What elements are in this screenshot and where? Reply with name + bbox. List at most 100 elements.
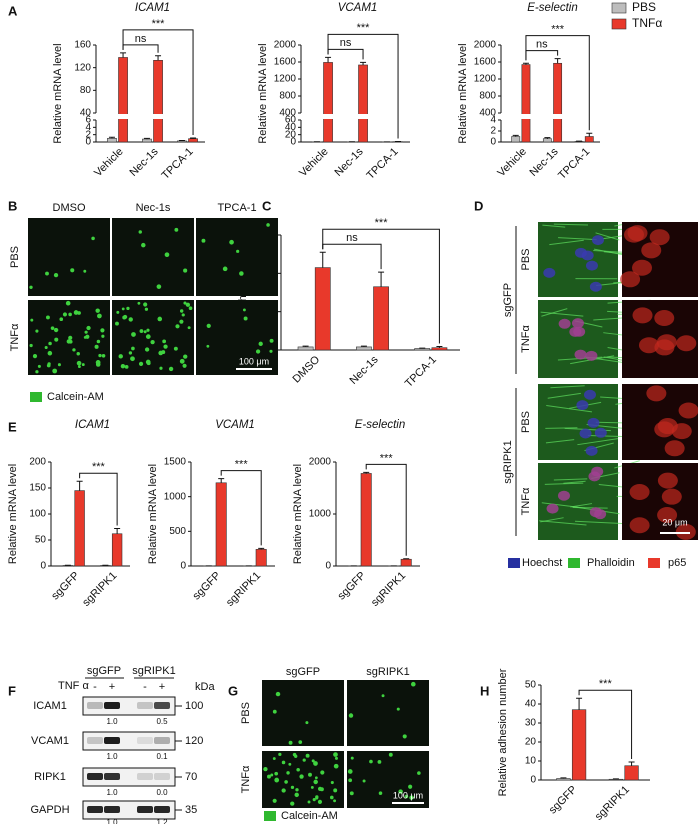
- x-tick-label: sgRIPK1: [593, 784, 632, 823]
- error-bar: [436, 346, 443, 348]
- lane-label: -: [143, 681, 147, 693]
- lane-label: +: [159, 681, 165, 693]
- cell: [68, 312, 72, 317]
- cell: [53, 272, 59, 278]
- cell: [118, 354, 123, 359]
- actin: [550, 385, 585, 389]
- bar: [542, 138, 552, 143]
- error-bar: [218, 478, 225, 483]
- unit-label: kDa: [195, 681, 215, 693]
- bar: [188, 138, 198, 143]
- cell: [348, 778, 353, 783]
- x-tick-label: TPCA-1: [556, 146, 592, 182]
- cell: [274, 771, 279, 776]
- y-tick-label: 6: [85, 115, 91, 126]
- cell: [281, 760, 286, 765]
- cell: [350, 756, 354, 760]
- cell: [308, 772, 312, 777]
- actin: [595, 232, 620, 241]
- group-label: sgRIPK1: [132, 665, 175, 677]
- cell: [128, 317, 133, 322]
- nucleus: [585, 260, 598, 271]
- actin: [577, 438, 618, 446]
- cell: [369, 759, 373, 764]
- column-label: TPCA-1: [217, 202, 256, 214]
- x-tick-label: sgRIPK1: [369, 570, 408, 609]
- y-tick-label: 2: [85, 129, 91, 140]
- row-label: TNFα: [520, 487, 532, 515]
- significance-bracket: [322, 228, 440, 344]
- cell: [206, 344, 210, 348]
- y-tick-label: 0: [490, 137, 496, 148]
- micrograph: [347, 751, 429, 808]
- cell: [310, 785, 314, 789]
- cell: [179, 319, 184, 324]
- error-bar: [76, 480, 83, 491]
- p65-signal: [664, 440, 685, 457]
- cell: [410, 681, 416, 687]
- cell: [315, 796, 319, 800]
- cell: [83, 335, 87, 339]
- y-tick-label: 50: [525, 680, 537, 691]
- kda-label: 120: [185, 735, 203, 747]
- cell: [278, 752, 282, 756]
- significance-bracket: [79, 472, 118, 526]
- band: [154, 806, 170, 813]
- error-bar: [190, 137, 197, 139]
- cell: [381, 694, 385, 698]
- p65-signal: [657, 507, 678, 524]
- bar: [153, 59, 163, 143]
- cell: [267, 774, 271, 779]
- y-tick-label: 20: [285, 129, 297, 140]
- y-axis-label: Relative adhesion number: [497, 668, 509, 796]
- quant-label: 0.0: [156, 788, 168, 797]
- cell: [116, 310, 120, 314]
- axis-break: [94, 114, 207, 119]
- y-tick-label: 0: [290, 137, 296, 148]
- cell: [96, 339, 101, 344]
- cell: [143, 302, 148, 307]
- axis-break: [499, 114, 602, 119]
- quant-label: 1.2: [156, 818, 168, 824]
- cell: [150, 340, 155, 345]
- cell: [77, 365, 81, 369]
- row-label: PBS: [9, 246, 21, 268]
- cell: [86, 325, 91, 331]
- y-tick-label: 1600: [474, 57, 497, 68]
- nucleus: [576, 400, 589, 411]
- y-tick-label: 1600: [274, 57, 297, 68]
- p65-signal: [646, 385, 667, 402]
- cell: [362, 779, 366, 783]
- y-axis-label: Relative mRNA level: [457, 43, 469, 143]
- actin: [545, 439, 575, 444]
- group-label: sgGFP: [87, 665, 121, 677]
- cell: [288, 740, 293, 745]
- x-tick-label: DMSO: [291, 353, 323, 385]
- cell: [378, 791, 383, 795]
- nucleus: [557, 490, 570, 501]
- significance-label: ns: [536, 39, 548, 51]
- cell: [175, 324, 180, 329]
- cell: [47, 362, 51, 366]
- significance-label: ***: [375, 217, 389, 229]
- y-tick-label: 120: [74, 62, 91, 73]
- bar: [356, 346, 372, 351]
- y-tick-label: 0: [40, 561, 46, 572]
- y-tick-label: 1000: [164, 491, 187, 502]
- cell: [312, 798, 316, 802]
- y-tick-label: 1500: [164, 457, 187, 468]
- cell: [70, 268, 75, 273]
- x-tick-label: Nec-1s: [333, 145, 366, 178]
- p65-signal: [654, 421, 675, 438]
- x-tick-label: sgGFP: [190, 570, 223, 603]
- cell: [156, 284, 162, 289]
- cell: [333, 799, 337, 803]
- p65-signal: [654, 310, 675, 327]
- significance-bracket: [322, 243, 382, 270]
- y-tick-label: 50: [35, 535, 47, 546]
- error-bar: [108, 136, 115, 139]
- cell: [408, 784, 413, 789]
- y-tick-label: 40: [80, 108, 92, 119]
- axis-break: [299, 114, 412, 119]
- row-label: PBS: [520, 248, 532, 270]
